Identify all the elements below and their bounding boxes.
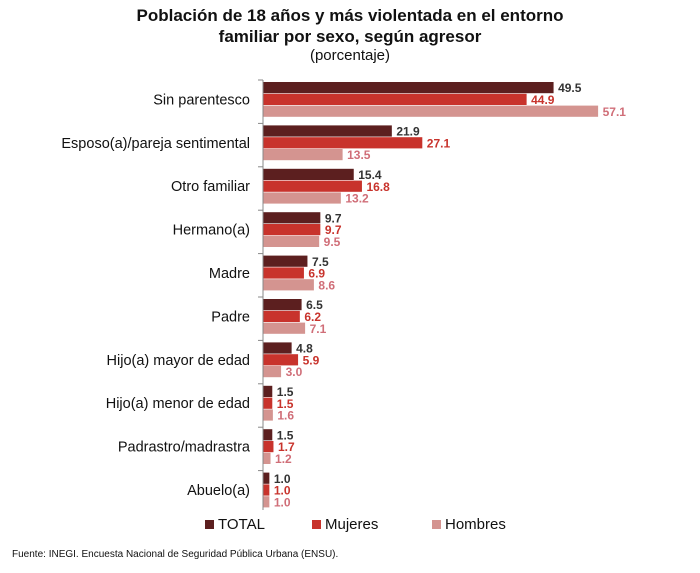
bar-chart: Sin parentesco 49.544.9 57.1 Esposo(a)/pare… (61, 79, 627, 510)
bar-hombres (263, 322, 306, 334)
data-label: 7.1 (310, 322, 327, 336)
bar-mujeres (263, 137, 423, 149)
data-label: 13.2 (345, 192, 369, 206)
data-label: 49.5 (558, 81, 582, 95)
bar-mujeres (263, 441, 274, 453)
bar-hombres (263, 192, 341, 204)
legend-label-mujeres: Mujeres (325, 516, 379, 533)
data-label: 1.0 (274, 484, 291, 498)
category-label: Sin parentesco (153, 92, 250, 108)
data-label: 16.8 (366, 180, 390, 194)
data-label: 15.4 (358, 168, 382, 182)
bar-hombres (263, 235, 320, 247)
bar-hombres (263, 105, 599, 117)
bar-mujeres (263, 310, 300, 322)
bar-mujeres (263, 267, 304, 279)
legend-label-total: TOTAL (218, 516, 265, 533)
data-label: 4.8 (296, 342, 313, 356)
category-label: Madre (209, 266, 250, 282)
data-label: 9.7 (325, 223, 342, 237)
data-label: 7.5 (312, 255, 329, 269)
bar-mujeres (263, 397, 273, 409)
category-label: Abuelo(a) (187, 483, 250, 499)
data-label: 1.2 (275, 452, 292, 466)
category-label: Hijo(a) menor de edad (106, 396, 250, 412)
legend-swatch-mujeres (312, 520, 321, 529)
data-label: 6.2 (304, 310, 321, 324)
data-label: 44.9 (531, 93, 555, 107)
legend-item-hombres: Hombres (432, 516, 506, 533)
data-label: 27.1 (427, 136, 451, 150)
bar-total (263, 429, 273, 441)
category-label: Padrastro/madrastra (118, 440, 251, 456)
bar-mujeres (263, 224, 321, 236)
data-label: 1.0 (274, 472, 291, 486)
bar-total (263, 255, 308, 267)
bar-hombres (263, 409, 273, 421)
bar-mujeres (263, 484, 270, 496)
chart-title-line1: Población de 18 años y más violentada en… (136, 6, 564, 25)
chart-title-line2: familiar por sexo, según agresor (218, 27, 482, 46)
data-label: 1.5 (277, 397, 294, 411)
bar-mujeres (263, 354, 299, 366)
source-note: Fuente: INEGI. Encuesta Nacional de Segu… (12, 549, 339, 560)
data-label: 9.5 (324, 235, 341, 249)
bar-hombres (263, 496, 270, 508)
data-label: 8.6 (318, 278, 335, 292)
category-label: Esposo(a)/pareja sentimental (61, 136, 250, 152)
bar-total (263, 212, 321, 224)
bar-total (263, 342, 292, 354)
category-label: Otro familiar (171, 179, 250, 195)
legend-item-mujeres: Mujeres (312, 516, 378, 533)
data-label: 5.9 (303, 353, 320, 367)
data-label: 1.7 (278, 440, 295, 454)
legend-swatch-total (205, 520, 214, 529)
data-label: 3.0 (286, 365, 303, 379)
chart-subtitle: (porcentaje) (309, 47, 391, 64)
bar-total (263, 472, 270, 484)
data-label: 6.9 (308, 267, 325, 281)
legend-label-hombres: Hombres (445, 516, 506, 533)
bar-total (263, 385, 273, 397)
data-label: 1.5 (277, 385, 294, 399)
legend-swatch-hombres (432, 520, 441, 529)
legend-item-total: TOTAL (205, 516, 265, 533)
bar-hombres (263, 279, 314, 291)
bar-mujeres (263, 180, 362, 192)
bar-hombres (263, 366, 282, 378)
data-label: 21.9 (396, 125, 420, 139)
data-label: 9.7 (325, 211, 342, 225)
category-label: Hermano(a) (173, 223, 250, 239)
data-label: 1.0 (274, 495, 291, 509)
data-label: 57.1 (603, 105, 627, 119)
bar-hombres (263, 452, 271, 464)
bar-total (263, 299, 302, 311)
category-label: Padre (211, 309, 250, 325)
bar-total (263, 168, 354, 180)
data-label: 6.5 (306, 298, 323, 312)
bar-hombres (263, 149, 343, 161)
data-label: 1.6 (277, 409, 294, 423)
bar-total (263, 82, 554, 94)
data-label: 13.5 (347, 148, 371, 162)
data-label: 1.5 (277, 428, 294, 442)
bar-total (263, 125, 392, 137)
category-label: Hijo(a) mayor de edad (107, 353, 250, 369)
bar-mujeres (263, 93, 527, 105)
